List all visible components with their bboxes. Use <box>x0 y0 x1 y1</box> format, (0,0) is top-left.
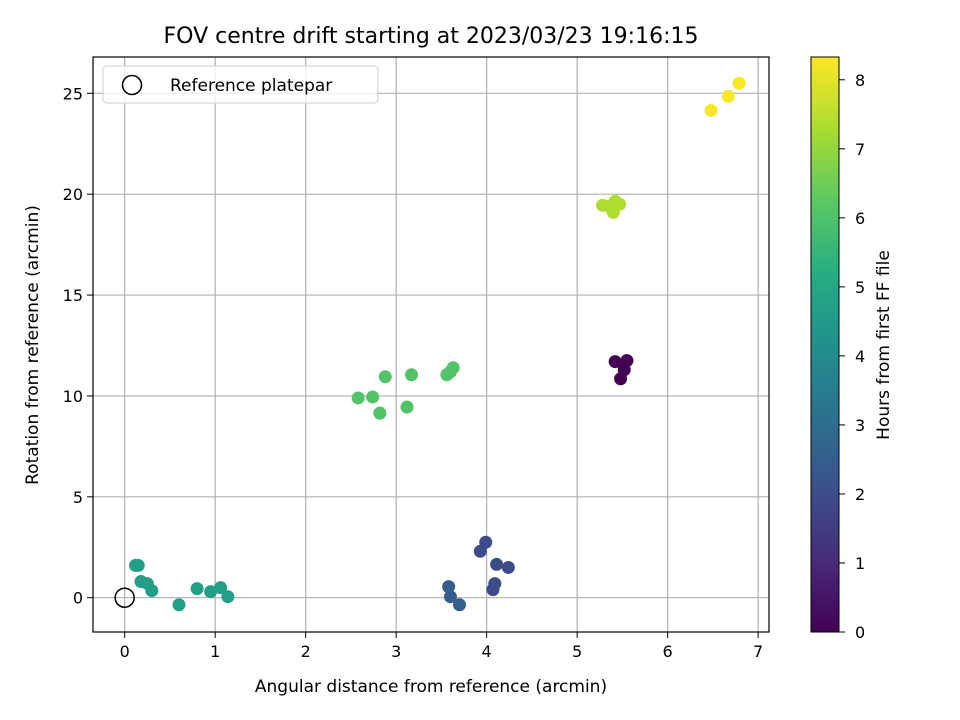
scatter-point <box>613 197 627 211</box>
scatter-point <box>490 557 504 571</box>
scatter-point <box>190 582 204 596</box>
scatter-point <box>501 560 515 574</box>
colorbar-tick-label: 0 <box>855 623 865 642</box>
scatter-point <box>479 535 493 549</box>
colorbar-ticks: 0 1 2 3 4 5 6 7 8 <box>839 71 865 642</box>
scatter-point <box>378 370 392 384</box>
scatter-point <box>373 406 387 420</box>
scatter-point <box>131 558 145 572</box>
legend: Reference platepar <box>102 65 379 104</box>
chart-title: FOV centre drift starting at 2023/03/23 … <box>164 24 699 49</box>
scatter-point <box>221 590 235 604</box>
y-tick-label: 20 <box>63 185 83 204</box>
grid-lines <box>93 57 769 632</box>
colorbar-tick-label: 7 <box>855 140 865 159</box>
x-axis-label: Angular distance from reference (arcmin) <box>255 677 607 697</box>
y-axis-ticks: 0 5 10 15 20 25 <box>63 84 93 608</box>
reference-marker <box>114 587 135 608</box>
colorbar-tick-label: 6 <box>855 209 865 228</box>
y-tick-label: 5 <box>73 488 83 507</box>
legend-label: Reference platepar <box>170 76 332 96</box>
x-tick-label: 6 <box>663 642 673 661</box>
x-tick-label: 3 <box>391 642 401 661</box>
colorbar-tick-label: 3 <box>855 416 865 435</box>
scatter-point <box>172 598 186 612</box>
scatter-point <box>608 355 622 369</box>
x-tick-label: 4 <box>482 642 492 661</box>
scatter-point <box>453 598 467 612</box>
scatter-point <box>351 391 365 405</box>
colorbar-tick-label: 1 <box>855 554 865 573</box>
scatter-point <box>704 103 718 117</box>
scatter-point <box>442 580 456 594</box>
scatter-point <box>145 584 159 598</box>
scatter-point <box>446 361 460 375</box>
colorbar-label: Hours from first FF file <box>874 250 894 440</box>
y-axis-label: Rotation from reference (arcmin) <box>23 205 43 485</box>
colorbar-tick-label: 5 <box>855 278 865 297</box>
scatter-point <box>204 585 218 599</box>
scatter-point <box>214 581 228 595</box>
scatter-point <box>443 590 457 604</box>
x-tick-label: 5 <box>572 642 582 661</box>
legend-box <box>102 65 379 104</box>
scatter-point <box>721 89 735 103</box>
scatter-point <box>732 76 746 90</box>
y-tick-label: 0 <box>73 589 83 608</box>
colorbar-tick-label: 4 <box>855 347 865 366</box>
x-tick-label: 1 <box>210 642 220 661</box>
y-tick-label: 25 <box>63 84 83 103</box>
colorbar-tick-label: 8 <box>855 71 865 90</box>
scatter-point <box>400 400 414 414</box>
colorbar <box>810 56 840 633</box>
y-tick-label: 15 <box>63 286 83 305</box>
y-tick-label: 10 <box>63 387 83 406</box>
scatter-point <box>405 368 419 382</box>
x-tick-label: 0 <box>120 642 130 661</box>
scatter-point <box>486 583 500 597</box>
scatter-point <box>366 390 380 404</box>
scatter-point <box>614 372 628 386</box>
colorbar-tick-label: 2 <box>855 485 865 504</box>
x-axis-ticks: 0 1 2 3 4 5 6 7 <box>120 632 763 661</box>
plot-frame <box>92 56 770 633</box>
x-tick-label: 7 <box>753 642 763 661</box>
reference-platepar-marker <box>114 587 135 608</box>
legend-marker <box>121 74 143 96</box>
data-points <box>129 76 746 612</box>
x-tick-label: 2 <box>301 642 311 661</box>
